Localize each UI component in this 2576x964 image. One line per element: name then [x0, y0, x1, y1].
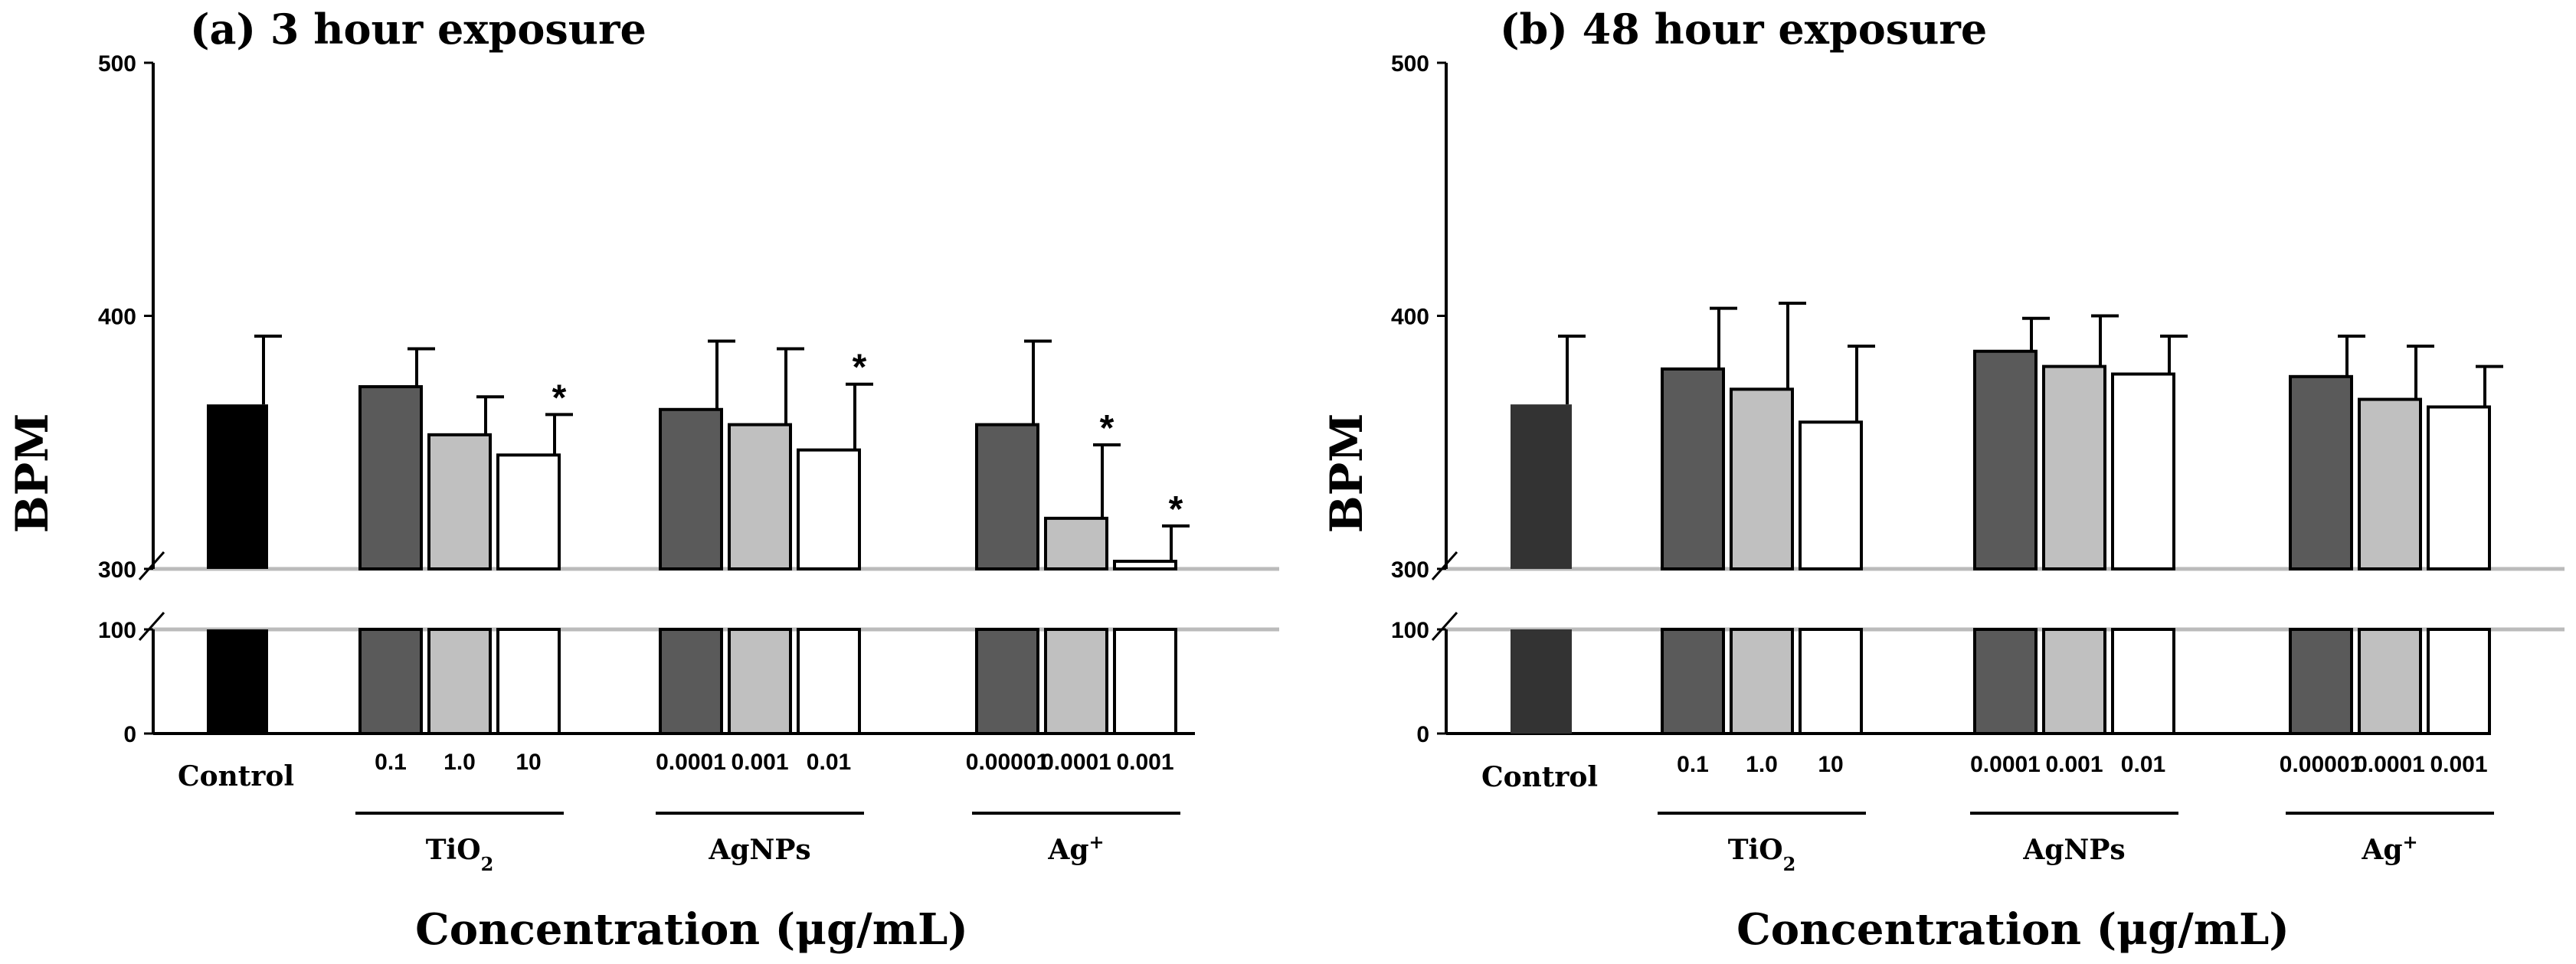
bar-lower: [2358, 628, 2422, 735]
bar-upper: [2358, 397, 2422, 570]
bar-lower: [1113, 628, 1177, 735]
bar-lower: [2289, 628, 2353, 735]
bar-upper: [1511, 404, 1572, 569]
y-tick-label: 400: [1391, 305, 1429, 330]
x-axis-label: Concentration (μg/mL): [415, 904, 968, 955]
bar-lower: [1661, 628, 1725, 735]
group-label: Ag+: [1047, 831, 1104, 867]
bar-lower: [2427, 628, 2491, 735]
y-axis-label: BPM: [6, 413, 58, 534]
bar-lower: [1799, 628, 1863, 735]
concentration-label: 0.00001: [2280, 752, 2362, 777]
concentration-label: 0.001: [1116, 750, 1173, 775]
bar-lower: [2111, 628, 2175, 735]
group-label: AgNPs: [2022, 834, 2125, 866]
concentration-label: 10: [1818, 752, 1843, 777]
concentration-label: 0.0001: [656, 750, 726, 775]
bar-lower: [2042, 628, 2106, 735]
group-label: AgNPs: [708, 834, 810, 866]
significance-marker: *: [1169, 489, 1183, 530]
bar-upper: [1973, 349, 2038, 570]
bar-lower: [1044, 628, 1108, 735]
bar-upper: [2111, 372, 2175, 571]
bar-upper: [1799, 420, 1863, 570]
concentration-label: 0.1: [1677, 752, 1709, 777]
bar-upper: [207, 404, 268, 569]
bar-upper: [427, 433, 492, 571]
panel-b: (b) 48 hour exposure BPM 500 400 300 100 0 Cont…: [1321, 5, 2565, 955]
bar-upper: [1044, 516, 1108, 571]
x-axis-label: Concentration (μg/mL): [1736, 904, 2290, 955]
axis-break-mark: [1431, 551, 1458, 580]
bar-upper: [358, 385, 423, 571]
concentration-label: 0.0001: [1970, 752, 2041, 777]
axis-break-mark: [138, 612, 165, 641]
group-label: Ag+: [2361, 831, 2417, 867]
significance-marker: *: [853, 348, 867, 388]
significance-marker: *: [1100, 408, 1115, 449]
bar-lower: [496, 628, 561, 735]
bar-upper: [2427, 405, 2491, 570]
y-tick-label: 0: [1416, 722, 1429, 747]
y-tick-label: 100: [1391, 618, 1429, 643]
y-tick-label: 400: [98, 305, 136, 330]
bar-lower: [427, 628, 492, 735]
concentration-label: 1.0: [444, 750, 476, 775]
bar-upper: [1730, 387, 1794, 570]
bar-lower: [797, 628, 861, 735]
chart-title: (b) 48 hour exposure: [1500, 5, 1987, 54]
bar-upper: [2042, 364, 2106, 570]
y-axis-label: BPM: [1321, 413, 1373, 534]
bar-lower: [1511, 629, 1572, 734]
concentration-label: 0.00001: [966, 750, 1049, 775]
concentration-label: 1.0: [1746, 752, 1778, 777]
y-tick-label: 100: [98, 618, 136, 643]
bar-lower: [1973, 628, 2038, 735]
bar-upper: [496, 453, 561, 571]
concentration-label: 0.01: [2121, 752, 2165, 777]
y-tick-label: 300: [1391, 557, 1429, 583]
group-label: TiO2: [426, 834, 494, 875]
bar-upper: [659, 407, 723, 570]
significance-marker: *: [552, 377, 567, 418]
concentration-label: 0.001: [2430, 752, 2487, 777]
bar-upper: [1113, 560, 1177, 571]
bar-upper: [1661, 367, 1725, 570]
axis-break-mark: [1431, 612, 1458, 641]
bar-lower: [1730, 628, 1794, 735]
bar-lower: [975, 628, 1039, 735]
group-label: TiO2: [1728, 834, 1796, 875]
bar-upper: [2289, 374, 2353, 570]
concentration-label: 0.1: [375, 750, 407, 775]
concentration-label: 0.001: [731, 750, 788, 775]
bar-lower: [207, 629, 268, 734]
bar-lower: [358, 628, 423, 735]
bar-lower: [728, 628, 792, 735]
chart-title: (a) 3 hour exposure: [190, 5, 646, 54]
bar-lower: [659, 628, 723, 735]
bar-upper: [797, 448, 861, 570]
axis-break-mark: [138, 551, 165, 580]
concentration-label: 0.0001: [1041, 750, 1111, 775]
panel-a: (a) 3 hour exposure BPM 500 400 300 100 0 * * * * C…: [6, 5, 1279, 955]
y-tick-label: 0: [123, 722, 136, 747]
control-label: Control: [178, 760, 294, 792]
bar-upper: [728, 423, 792, 570]
concentration-label: 0.01: [807, 750, 851, 775]
y-tick-label: 300: [98, 557, 136, 583]
concentration-label: 0.0001: [2355, 752, 2425, 777]
concentration-label: 0.001: [2045, 752, 2103, 777]
y-tick-label: 500: [98, 51, 136, 77]
control-label: Control: [1481, 761, 1598, 793]
concentration-label: 10: [516, 750, 541, 775]
bar-upper: [975, 423, 1039, 570]
y-tick-label: 500: [1391, 51, 1429, 77]
